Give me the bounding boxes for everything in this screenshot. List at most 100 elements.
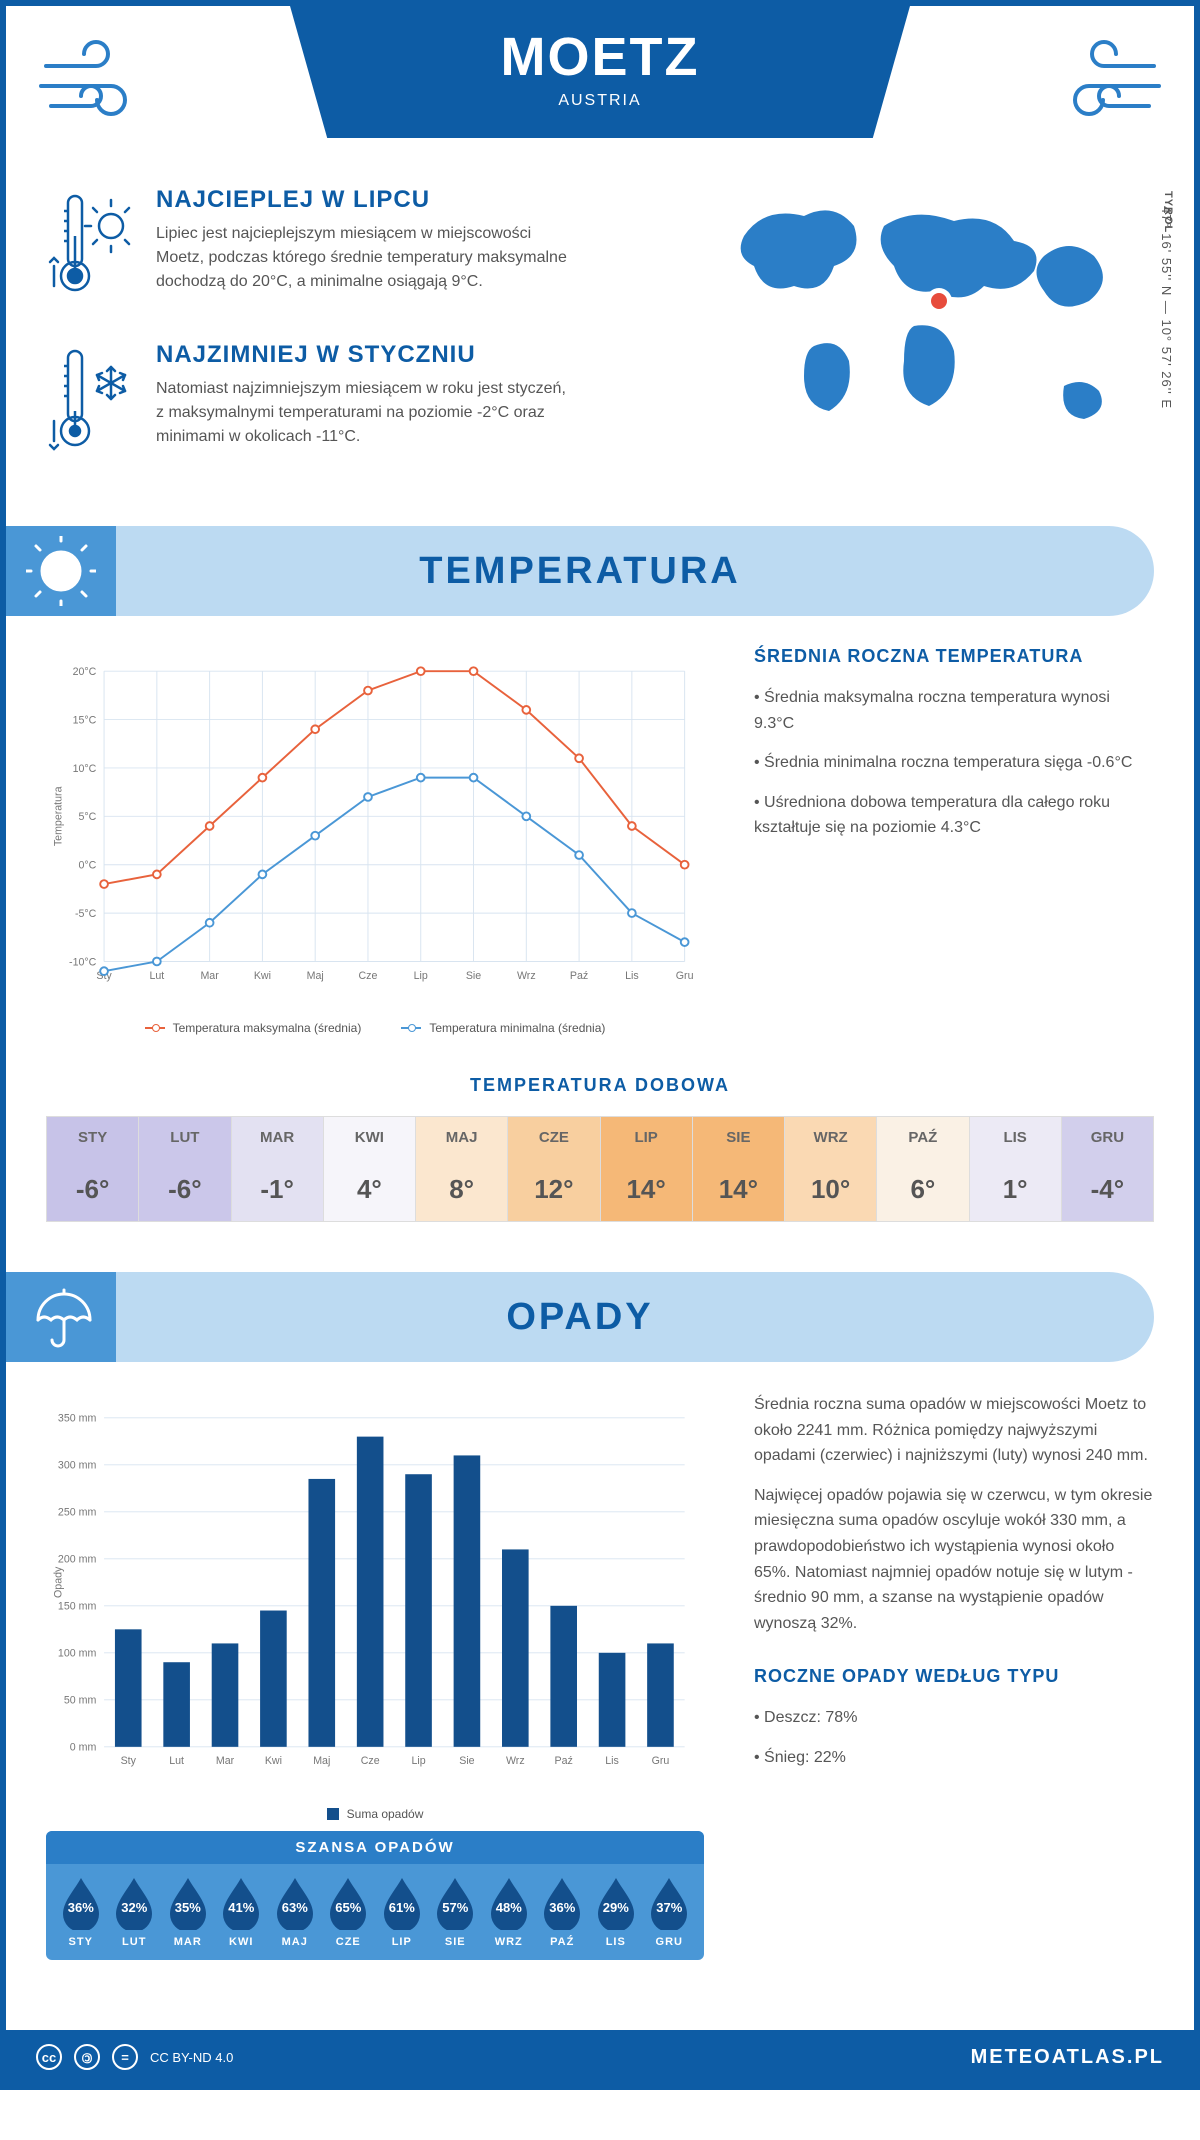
svg-text:15°C: 15°C	[73, 714, 97, 726]
temp-cell: MAJ8°	[416, 1117, 508, 1221]
svg-text:Maj: Maj	[313, 1755, 330, 1767]
nd-icon: =	[112, 2044, 138, 2070]
temp-cell: LIS1°	[970, 1117, 1062, 1221]
drop-item: 35% MAR	[166, 1876, 210, 1948]
temp-cell: MAR-1°	[232, 1117, 324, 1221]
drop-item: 37% GRU	[647, 1876, 691, 1948]
svg-text:Temperatura: Temperatura	[52, 786, 64, 846]
temp-cell: LUT-6°	[139, 1117, 231, 1221]
svg-text:Mar: Mar	[200, 970, 219, 982]
drop-item: 32% LUT	[112, 1876, 156, 1948]
drop-item: 36% STY	[59, 1876, 103, 1948]
legend-min-swatch	[401, 1027, 421, 1029]
coldest-text: Natomiast najzimniejszym miesiącem w rok…	[156, 377, 576, 449]
wind-icon-left	[36, 36, 146, 142]
svg-text:150 mm: 150 mm	[58, 1601, 97, 1613]
temp-cell: PAŹ6°	[877, 1117, 969, 1221]
temp-cell: WRZ10°	[785, 1117, 877, 1221]
cc-icon: cc	[36, 2044, 62, 2070]
legend-bar-label: Suma opadów	[347, 1807, 424, 1821]
svg-text:250 mm: 250 mm	[58, 1507, 97, 1519]
svg-text:5°C: 5°C	[78, 811, 96, 823]
precip-chart-row: 0 mm50 mm100 mm150 mm200 mm250 mm300 mm3…	[6, 1392, 1194, 1990]
page-container: MOETZ AUSTRIA	[0, 0, 1200, 2090]
temp-side: ŚREDNIA ROCZNA TEMPERATURA • Średnia mak…	[754, 646, 1154, 1035]
svg-text:Cze: Cze	[359, 970, 378, 982]
drop-item: 36% PAŹ	[540, 1876, 584, 1948]
footer-site: METEOATLAS.PL	[971, 2046, 1164, 2069]
temp-cell: LIP14°	[601, 1117, 693, 1221]
svg-text:Gru: Gru	[676, 970, 694, 982]
world-map-box: TYROL 47° 16' 55'' N — 10° 57' 26'' E	[684, 186, 1154, 496]
temp-cell: GRU-4°	[1062, 1117, 1153, 1221]
precip-title: OPADY	[116, 1296, 1154, 1339]
warmest-heading: NAJCIEPLEJ W LIPCU	[156, 186, 576, 214]
country-subtitle: AUSTRIA	[290, 92, 910, 110]
precip-para1: Średnia roczna suma opadów w miejscowośc…	[754, 1392, 1154, 1469]
svg-text:Lip: Lip	[414, 970, 428, 982]
temp-chart-row: -10°C-5°C0°C5°C10°C15°C20°CStyLutMarKwiM…	[6, 646, 1194, 1065]
license-text: CC BY-ND 4.0	[150, 2050, 233, 2065]
svg-text:Sie: Sie	[466, 970, 481, 982]
svg-text:Kwi: Kwi	[265, 1755, 282, 1767]
coordinates: 47° 16' 55'' N — 10° 57' 26'' E	[1159, 206, 1174, 409]
svg-text:Opady: Opady	[52, 1566, 64, 1598]
precip-legend: Suma opadów	[46, 1807, 704, 1821]
temp-cell: KWI4°	[324, 1117, 416, 1221]
temp-legend: Temperatura maksymalna (średnia) Tempera…	[46, 1021, 704, 1035]
temp-bullets: • Średnia maksymalna roczna temperatura …	[754, 685, 1154, 841]
svg-text:Cze: Cze	[361, 1755, 380, 1767]
precip-chance-title: SZANSA OPADÓW	[46, 1831, 704, 1864]
svg-text:-10°C: -10°C	[69, 956, 97, 968]
drop-item: 41% KWI	[219, 1876, 263, 1948]
umbrella-icon	[6, 1272, 116, 1362]
legend-max-label: Temperatura maksymalna (średnia)	[173, 1021, 362, 1035]
drop-item: 61% LIP	[380, 1876, 424, 1948]
temp-cell: STY-6°	[47, 1117, 139, 1221]
location-title: MOETZ	[290, 26, 910, 88]
temp-cell: CZE12°	[508, 1117, 600, 1221]
svg-text:Lip: Lip	[411, 1755, 425, 1767]
footer-license: cc 🄯 = CC BY-ND 4.0	[36, 2044, 233, 2070]
intro-left: NAJCIEPLEJ W LIPCU Lipiec jest najcieple…	[46, 186, 654, 496]
drop-item: 57% SIE	[433, 1876, 477, 1948]
thermometer-snow-icon	[46, 341, 136, 466]
drop-item: 48% WRZ	[487, 1876, 531, 1948]
drops-row: 36% STY 32% LUT 35% MAR 41%	[46, 1864, 704, 1948]
svg-text:Sty: Sty	[121, 1755, 137, 1767]
svg-text:100 mm: 100 mm	[58, 1648, 97, 1660]
by-icon: 🄯	[74, 2044, 100, 2070]
legend-max-swatch	[145, 1027, 165, 1029]
svg-text:Gru: Gru	[652, 1755, 670, 1767]
svg-text:Lis: Lis	[625, 970, 639, 982]
svg-text:50 mm: 50 mm	[64, 1695, 97, 1707]
legend-bar-swatch	[327, 1808, 339, 1820]
intro-row: NAJCIEPLEJ W LIPCU Lipiec jest najcieple…	[6, 176, 1194, 526]
world-map-icon	[684, 186, 1154, 466]
svg-text:Kwi: Kwi	[254, 970, 271, 982]
precip-para2: Najwięcej opadów pojawia się w czerwcu, …	[754, 1483, 1154, 1637]
svg-text:Wrz: Wrz	[517, 970, 536, 982]
temp-side-heading: ŚREDNIA ROCZNA TEMPERATURA	[754, 646, 1154, 667]
coldest-block: NAJZIMNIEJ W STYCZNIU Natomiast najzimni…	[46, 341, 654, 466]
svg-text:Sie: Sie	[459, 1755, 474, 1767]
temp-chart: -10°C-5°C0°C5°C10°C15°C20°CStyLutMarKwiM…	[46, 646, 704, 1035]
precip-type-bullets: • Deszcz: 78%• Śnieg: 22%	[754, 1705, 1154, 1770]
svg-text:Paź: Paź	[570, 970, 588, 982]
temp-cell: SIE14°	[693, 1117, 785, 1221]
svg-text:350 mm: 350 mm	[58, 1413, 97, 1425]
drop-item: 63% MAJ	[273, 1876, 317, 1948]
sun-icon	[6, 526, 116, 616]
warmest-block: NAJCIEPLEJ W LIPCU Lipiec jest najcieple…	[46, 186, 654, 311]
svg-text:Wrz: Wrz	[506, 1755, 525, 1767]
svg-text:Lut: Lut	[149, 970, 164, 982]
header: MOETZ AUSTRIA	[6, 6, 1194, 176]
precip-banner: OPADY	[6, 1272, 1154, 1362]
svg-text:200 mm: 200 mm	[58, 1554, 97, 1566]
svg-text:Maj: Maj	[307, 970, 324, 982]
precip-chart: 0 mm50 mm100 mm150 mm200 mm250 mm300 mm3…	[46, 1392, 704, 1960]
wind-icon-right	[1054, 36, 1164, 142]
svg-text:Paź: Paź	[555, 1755, 573, 1767]
svg-text:Lis: Lis	[605, 1755, 619, 1767]
temperature-banner: TEMPERATURA	[6, 526, 1154, 616]
